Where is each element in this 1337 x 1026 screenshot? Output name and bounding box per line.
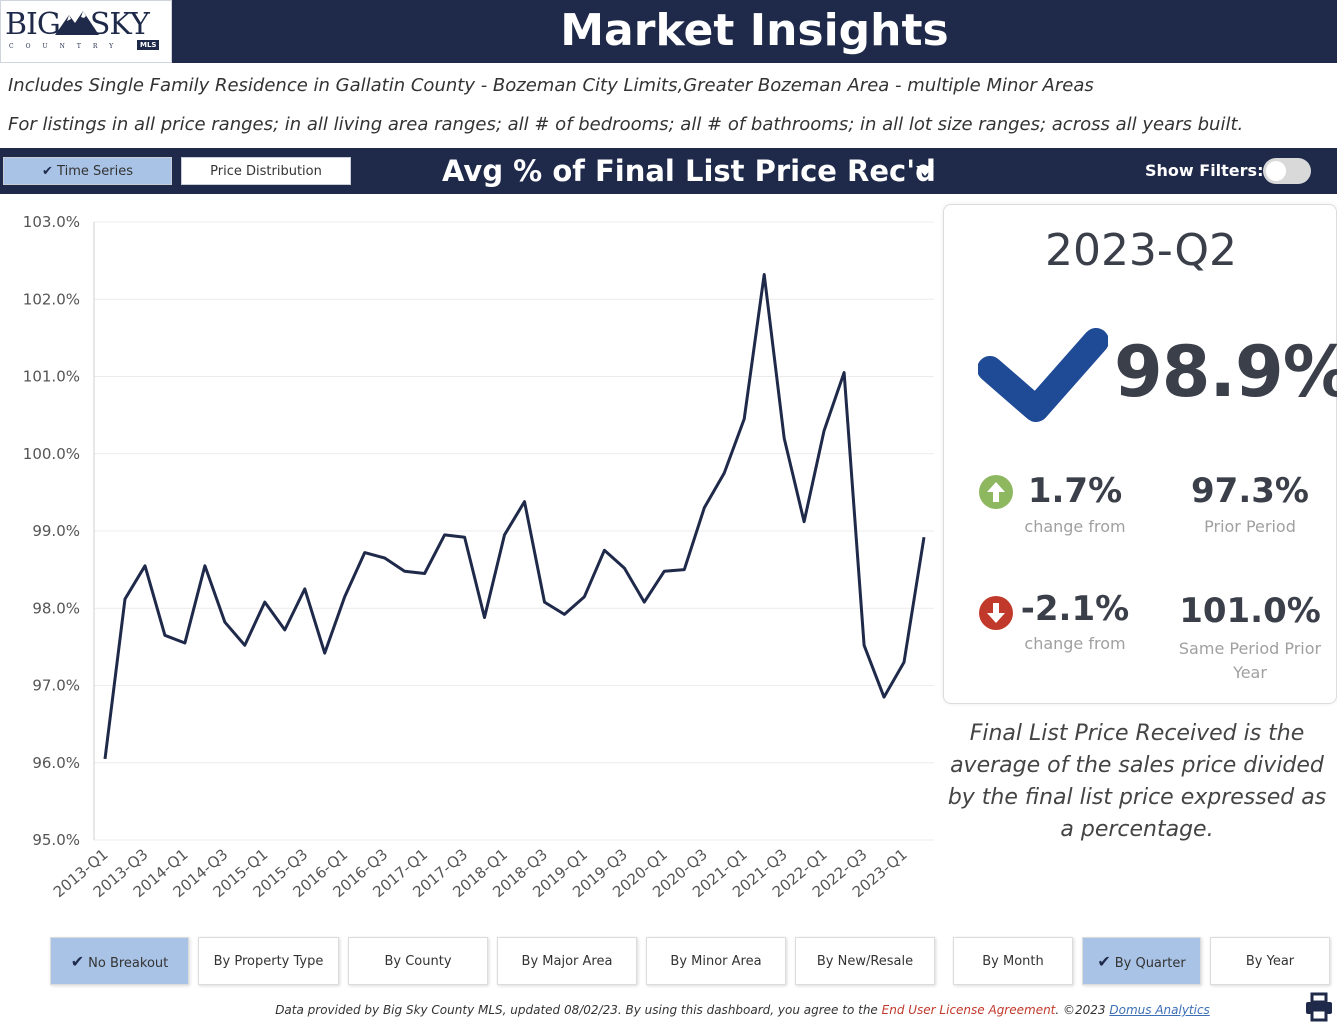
logo-big-text: BIG <box>5 7 61 42</box>
kpi-period: 2023-Q2 <box>1044 225 1238 276</box>
no-breakout-button[interactable]: ✔ No Breakout <box>50 937 189 985</box>
footer: Data provided by Big Sky County MLS, upd… <box>0 1003 1337 1017</box>
y-tick-label: 98.0% <box>32 599 80 617</box>
by-minor-area-button[interactable]: By Minor Area <box>646 937 786 985</box>
toolbar: ✔ Time Series Price Distribution Avg % o… <box>0 148 1337 194</box>
domus-analytics-link[interactable]: Domus Analytics <box>1109 1003 1210 1017</box>
by-new-resale-button[interactable]: By New/Resale <box>795 937 935 985</box>
kpi-card: 2023-Q2 98.9% 1.7% change from 97.3% Pri… <box>943 204 1337 704</box>
kpi-prior-value: 97.3% <box>1191 471 1309 511</box>
check-icon: ✔ <box>42 164 53 179</box>
metric-label: Avg % of Final List Price Rec'd <box>442 154 936 188</box>
series-line <box>103 273 926 760</box>
y-tick-label: 95.0% <box>32 831 80 849</box>
kpi-value: 98.9% <box>1114 331 1337 413</box>
eula-link[interactable]: End User License Agreement <box>881 1003 1056 1017</box>
print-icon[interactable] <box>1304 992 1334 1022</box>
footer-text: Data provided by Big Sky County MLS, upd… <box>275 1003 882 1017</box>
show-filters-toggle[interactable] <box>1263 158 1311 184</box>
page-title: Market Insights <box>560 5 949 56</box>
kpi-prior-label: Prior Period <box>1204 517 1296 536</box>
y-tick-label: 99.0% <box>32 522 80 540</box>
kpi-change-year: -2.1% <box>1020 589 1130 629</box>
by-year-button[interactable]: By Year <box>1210 937 1330 985</box>
y-tick-label: 97.0% <box>32 677 80 695</box>
checkmark-icon <box>978 328 1108 422</box>
chevron-down-icon[interactable] <box>916 166 934 176</box>
by-major-area-button[interactable]: By Major Area <box>497 937 637 985</box>
time-series-button[interactable]: ✔ Time Series <box>3 157 172 185</box>
metric-description: Final List Price Received is the average… <box>947 721 1327 842</box>
by-month-button[interactable]: By Month <box>953 937 1073 985</box>
y-tick-label: 101.0% <box>23 368 80 386</box>
footer-copyright: . ©2023 <box>1055 1003 1110 1017</box>
header-bar: BIG SKY COUNTRY MLS Market Insights <box>0 0 1337 63</box>
metric-selector[interactable]: Avg % of Final List Price Rec'd <box>432 150 947 192</box>
arrow-down-icon <box>979 596 1013 630</box>
logo-sky-text: SKY <box>89 7 150 42</box>
check-icon: ✔ <box>70 952 85 971</box>
toggle-knob <box>1266 161 1286 181</box>
mountain-icon <box>55 11 99 35</box>
by-quarter-button[interactable]: ✔ By Quarter <box>1082 937 1201 985</box>
chart-svg: 95.0% 96.0% 97.0% 98.0% 99.0% 100.0% 101.0% 102… <box>23 213 934 901</box>
filter-summary-line2: For listings in all price ranges; in all… <box>8 114 1244 135</box>
time-series-chart: 95.0% 96.0% 97.0% 98.0% 99.0% 100.0% 101.0% 102… <box>0 200 940 920</box>
logo-mls-badge: MLS <box>137 40 160 50</box>
logo-subtext: COUNTRY <box>9 43 126 50</box>
kpi-change-prior-label: change from <box>1024 517 1126 536</box>
check-icon: ✔ <box>1097 952 1111 971</box>
y-tick-label: 103.0% <box>23 213 80 231</box>
kpi-change-year-label: change from <box>1024 634 1126 653</box>
kpi-prior-year-value: 101.0% <box>1179 591 1321 631</box>
filter-summary-line1: Includes Single Family Residence in Gall… <box>8 75 1094 96</box>
logo: BIG SKY COUNTRY MLS <box>0 0 172 63</box>
y-tick-label: 102.0% <box>23 290 80 308</box>
kpi-change-prior: 1.7% <box>1027 471 1123 511</box>
y-tick-label: 100.0% <box>23 445 80 463</box>
by-county-button[interactable]: By County <box>348 937 488 985</box>
price-distribution-button[interactable]: Price Distribution <box>181 157 351 185</box>
time-series-label: Time Series <box>57 164 133 179</box>
by-property-type-button[interactable]: By Property Type <box>198 937 339 985</box>
arrow-up-icon <box>979 475 1013 509</box>
y-tick-label: 96.0% <box>32 754 80 772</box>
kpi-prior-year-label: Same Period Prior Year <box>1178 639 1322 682</box>
show-filters-label: Show Filters: <box>1145 161 1264 180</box>
